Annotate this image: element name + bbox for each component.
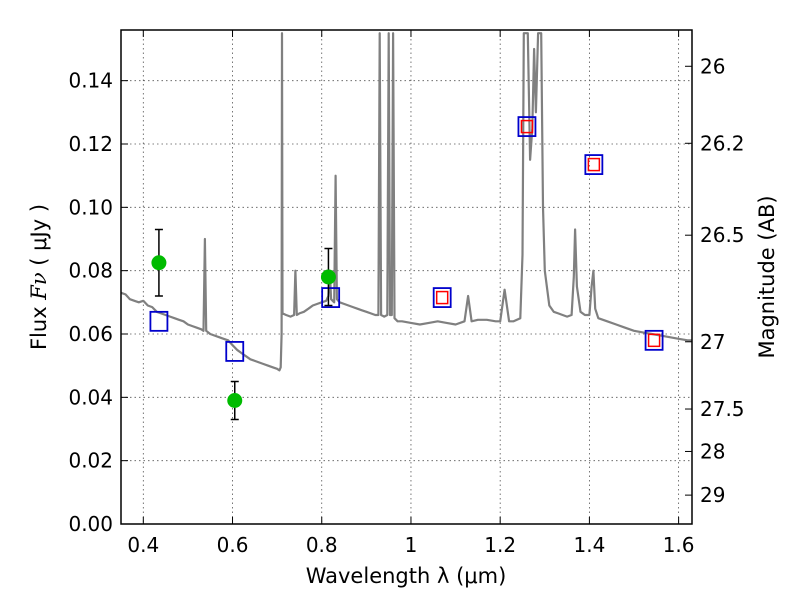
model-photometry-marker [225,341,245,362]
right-axis-label: Magnitude (AB) [755,195,779,358]
observed-photometry-marker [647,333,661,348]
y-tick-label: 0.06 [68,322,113,346]
observed-photometry-marker [435,290,449,305]
model-photometry-marker [644,329,664,351]
right-tick-label: 26 [700,54,725,78]
x-tick-label: 1 [405,533,418,557]
grid-layer [121,30,692,525]
model-photometry-marker [432,287,452,308]
right-tick-label: 28 [700,439,725,463]
model-photometry-marker [149,310,169,332]
right-tick-label: 26.2 [700,131,745,155]
spectrum-line [121,32,692,372]
detection-point [151,255,167,271]
x-tick-label: 0.8 [306,533,338,557]
y-axis-label-suffix: ( μJy ) [27,204,51,272]
right-tick-label: 27 [700,330,725,354]
model-photometry-marker [517,116,537,137]
model-photometry-marker [584,154,604,175]
x-tick-label: 1.4 [573,533,605,557]
plot-area [121,32,692,421]
y-tick-label: 0.10 [68,195,113,219]
tick-layer: 0.4 0.6 0.8 1 1.2 1.4 1.6 0.00 0.02 0.04 0.06 0.08 0… [68,30,745,557]
y-axis-label-prefix: Flux [27,300,51,350]
y-tick-label: 0.04 [68,385,113,409]
y-tick-label: 0.00 [68,512,113,536]
observed-photometry-marker [520,119,534,134]
right-tick-label: 27.5 [700,397,745,421]
detection-point [320,269,336,285]
y-tick-label: 0.14 [68,69,113,93]
x-axis-label: Wavelength λ (μm) [306,564,507,588]
observed-photometry-marker [587,157,601,172]
right-tick-label: 29 [700,483,725,507]
detection-point [227,393,243,408]
y-tick-label: 0.08 [68,259,113,283]
x-tick-label: 0.4 [127,533,159,557]
x-tick-label: 0.6 [217,533,249,557]
y-tick-label: 0.02 [68,449,113,473]
x-tick-label: 1.2 [484,533,516,557]
plot-frame [120,29,693,525]
model-photometry-marker [321,287,341,308]
right-tick-label: 26.5 [700,223,745,247]
series-layer [121,32,692,421]
y-axis-label-symbol: Fν [27,272,51,301]
x-tick-label: 1.6 [663,533,695,557]
y-axis-label: Flux Fν ( μJy ) [27,204,51,350]
y-tick-label: 0.12 [68,132,113,156]
